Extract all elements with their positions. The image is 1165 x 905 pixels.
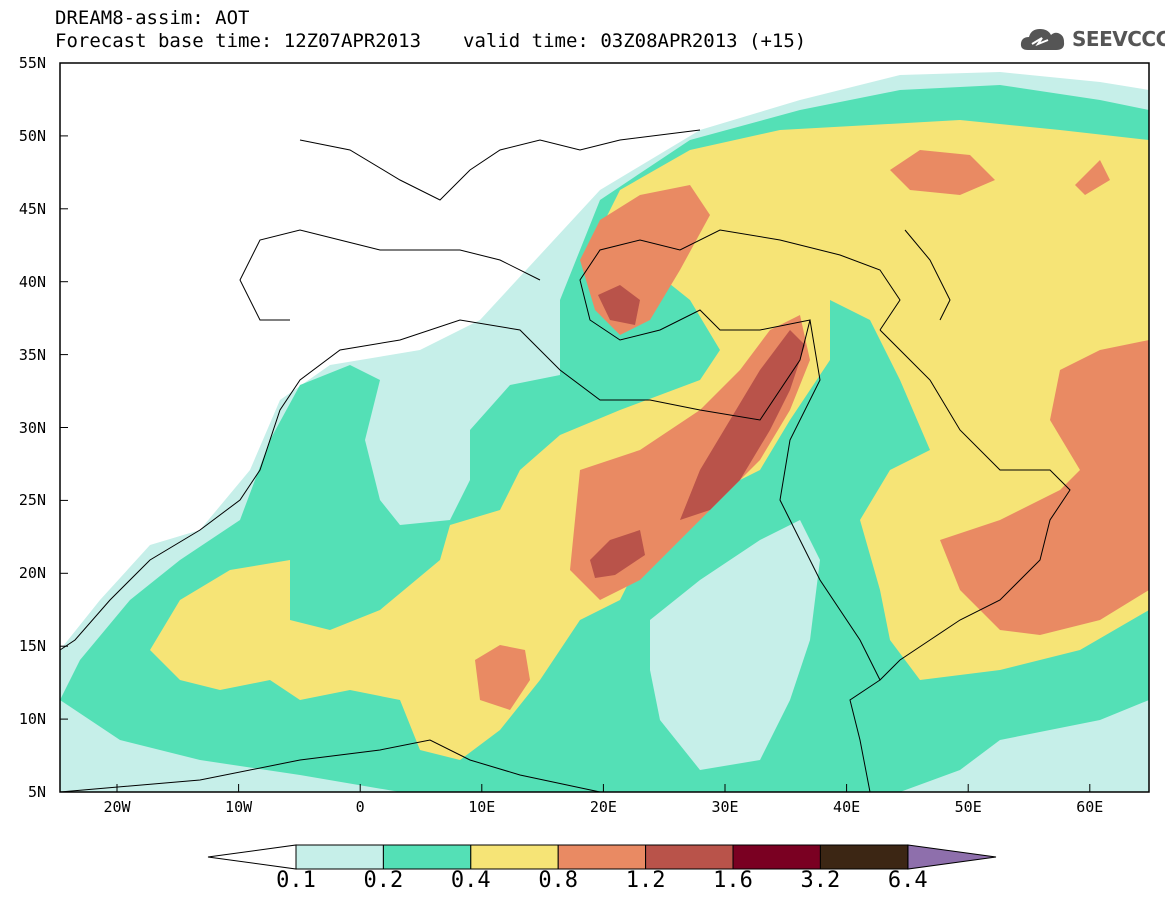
colorbar-label: 6.4: [887, 868, 928, 893]
colorbar-label: 0.1: [276, 868, 316, 893]
valid-time-label: valid time: 03Z08APR2013 (+15): [463, 30, 807, 52]
colorbar-high-arrow: [907, 844, 997, 870]
colorbar-swatch: [645, 844, 734, 870]
colorbar-swatch: [470, 844, 559, 870]
lon-label: 10W: [225, 798, 253, 816]
aot-contour-0-8-nigeria: [475, 645, 530, 710]
lon-label: 20E: [589, 798, 617, 816]
lat-label: 35N: [18, 345, 46, 364]
lat-label: 5N: [27, 783, 46, 801]
colorbar-label: 3.2: [800, 868, 841, 893]
colorbar-swatch: [382, 844, 472, 870]
aot-contour-1-2-chad: [590, 530, 645, 578]
aot-contour-0-8-caspian: [890, 150, 995, 195]
colorbar: [207, 844, 997, 870]
cloud-icon: [1020, 29, 1065, 50]
lat-label: 45N: [18, 199, 46, 218]
lon-label: 30E: [711, 798, 739, 816]
lon-label: 40E: [833, 798, 861, 816]
lat-label: 50N: [18, 126, 46, 145]
axis-ticks: [60, 62, 1091, 793]
lat-label: 15N: [18, 637, 46, 656]
colorbar-low-arrow: [207, 844, 297, 870]
colorbar-swatch: [295, 844, 384, 870]
lat-label: 25N: [18, 491, 46, 510]
lat-label: 55N: [18, 54, 46, 72]
map-title: DREAM8-assim: AOT: [55, 7, 250, 29]
aot-contour-1-2-greece: [598, 285, 640, 325]
lon-label: 50E: [954, 798, 982, 816]
colorbar-label: 1.6: [713, 868, 753, 893]
aot-field: [60, 72, 1149, 792]
colorbar-label: 0.2: [363, 868, 404, 893]
seevccc-logo: SEEVCCC: [1018, 22, 1165, 56]
colorbar-label: 1.2: [625, 868, 666, 893]
lon-label: 60E: [1076, 798, 1104, 816]
aot-contour-1-2: [680, 330, 805, 520]
colorbar-label: 0.4: [450, 868, 491, 893]
coastlines: [59, 129, 1071, 793]
lat-label: 20N: [18, 564, 46, 583]
lat-label: 30N: [18, 418, 46, 437]
aot-contour-0-1-sudan: [650, 520, 820, 770]
base-time-label: Forecast base time: 12Z07APR2013: [55, 30, 422, 52]
colorbar-swatch: [819, 844, 909, 870]
lon-label: 10E: [468, 798, 496, 816]
aot-contour-0-8: [570, 315, 810, 600]
colorbar-swatch: [732, 844, 821, 870]
lon-label: 20W: [103, 798, 131, 816]
lon-label: 0: [355, 798, 365, 816]
aot-contour-0-8-kazakh: [1075, 160, 1110, 195]
aot-contour-0-8-arabia: [940, 340, 1149, 635]
aot-contour-0-4: [150, 120, 1149, 760]
colorbar-swatch: [557, 844, 647, 870]
lat-label: 10N: [18, 710, 46, 729]
time-info: Forecast base time: 12Z07APR2013 valid ti…: [55, 31, 806, 51]
logo-text: SEEVCCC: [1072, 27, 1165, 51]
lat-label: 40N: [18, 272, 46, 291]
colorbar-label: 0.8: [538, 868, 579, 893]
